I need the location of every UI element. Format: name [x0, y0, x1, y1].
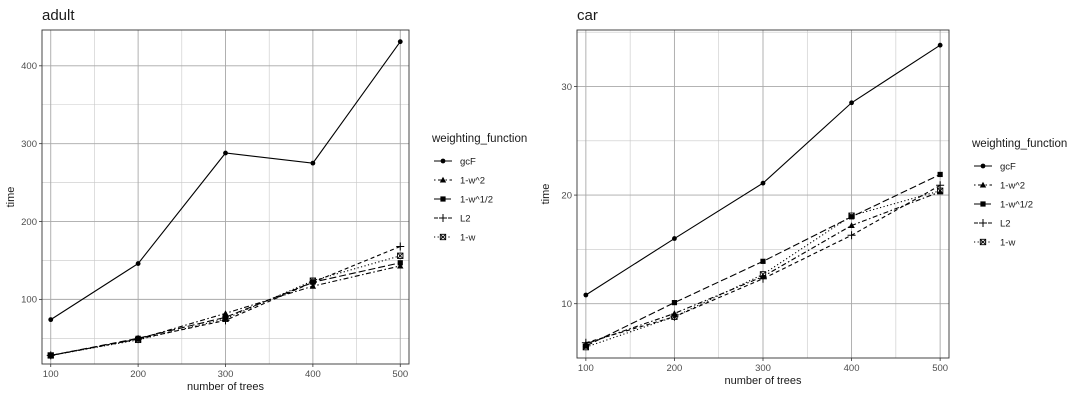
series-line: [50, 262, 401, 356]
legend-item: L2: [434, 214, 471, 225]
legend-label: 1-w: [460, 233, 475, 244]
legend-label: gcF: [460, 157, 476, 168]
legend-label: gcF: [1000, 162, 1016, 173]
series-gcF: [583, 42, 943, 298]
data-point: [937, 42, 943, 48]
legend-item: L2: [974, 219, 1011, 230]
data-point: [582, 343, 590, 351]
x-tick-label: 200: [130, 369, 146, 380]
legend-label: 1-w^2: [1000, 181, 1025, 192]
data-point: [310, 160, 316, 166]
x-axis-label: number of trees: [187, 381, 265, 393]
legend-item: 1-w^1/2: [974, 200, 1033, 211]
legend-key-marker: [980, 201, 986, 207]
data-point: [937, 171, 943, 178]
data-point: [759, 274, 767, 283]
legend-key-marker: [979, 181, 987, 188]
x-tick-label: 300: [755, 363, 771, 374]
data-point: [847, 231, 856, 240]
data-point: [760, 180, 766, 186]
data-point: [47, 352, 54, 359]
data-point: [397, 39, 403, 45]
x-tick-label: 300: [218, 369, 234, 380]
data-point: [583, 292, 589, 298]
data-point: [760, 258, 766, 264]
legend-label: 1-w^2: [460, 176, 485, 187]
data-point: [672, 236, 677, 241]
data-point: [309, 277, 317, 284]
x-tick-label: 400: [844, 363, 860, 374]
data-point: [671, 300, 678, 306]
y-tick-label: 200: [21, 217, 37, 228]
legend: weighting_function gcF 1-w^2 1-w^1/2 L2 1-w: [431, 133, 527, 244]
x-tick-label: 500: [932, 363, 948, 374]
chart-title: adult: [42, 7, 75, 24]
legend-item: 1-w^2: [434, 176, 485, 187]
data-point: [848, 222, 855, 229]
legend-key-marker: [439, 214, 447, 222]
legend-key-marker: [440, 196, 446, 202]
data-point: [759, 271, 767, 278]
x-tick-label: 100: [43, 369, 59, 380]
legend-label: L2: [460, 214, 471, 225]
legend: weighting_function gcF 1-w^2 1-w^1/2 L2 1-w: [971, 138, 1067, 249]
legend-title: weighting_function: [971, 138, 1067, 150]
legend-item: 1-w^1/2: [434, 195, 493, 206]
legend-key-marker: [439, 233, 447, 241]
y-tick-label: 10: [561, 299, 572, 310]
legend-item: gcF: [434, 157, 476, 168]
y-tick-label: 300: [21, 139, 37, 150]
data-point: [849, 100, 854, 106]
legend-key-marker: [440, 158, 446, 164]
data-point: [48, 317, 54, 323]
y-tick-label: 20: [561, 190, 572, 201]
x-tick-label: 100: [578, 363, 594, 374]
legend-label: 1-w^1/2: [1000, 200, 1033, 211]
x-axis-label: number of trees: [724, 375, 802, 387]
legend-title: weighting_function: [431, 133, 527, 145]
x-tick-label: 400: [305, 369, 321, 380]
x-tick-label: 500: [392, 369, 408, 380]
y-tick-label: 400: [21, 61, 37, 72]
x-tick-label: 200: [666, 363, 682, 374]
legend-label: L2: [1000, 219, 1011, 230]
y-tick-label: 30: [561, 82, 572, 93]
legend-item: 1-w: [974, 238, 1015, 249]
legend-key-marker: [979, 238, 987, 246]
data-point: [848, 214, 855, 220]
data-point: [936, 187, 944, 194]
legend-item: 1-w: [434, 233, 475, 244]
data-point: [848, 212, 855, 219]
series-1-w: [47, 252, 404, 359]
panel-0: 100 200 300 400 500 100 200 300 400 adult number o…: [5, 7, 527, 393]
series-gcF: [48, 39, 403, 323]
data-point: [135, 261, 141, 266]
data-point: [222, 310, 229, 316]
data-point: [581, 338, 590, 347]
data-point: [134, 336, 142, 344]
data-point: [936, 188, 944, 195]
data-point: [223, 150, 228, 156]
series-1-w: [582, 187, 944, 351]
legend-key-marker: [439, 176, 447, 183]
legend-item: gcF: [974, 162, 1016, 173]
data-point: [397, 262, 404, 269]
legend-item: 1-w^2: [974, 181, 1025, 192]
y-axis-label: time: [5, 187, 17, 208]
data-point: [222, 315, 229, 322]
data-point: [671, 313, 678, 320]
data-point: [397, 260, 403, 266]
legend-label: 1-w^1/2: [460, 195, 493, 206]
chart-title: car: [577, 7, 598, 24]
data-point: [396, 242, 405, 251]
y-axis-label: time: [540, 184, 552, 205]
legend-key-marker: [979, 219, 987, 227]
panel-1: 100 200 300 400 500 10 20 30 car number of trees t…: [540, 7, 1067, 387]
legend-key-marker: [980, 163, 986, 169]
legend-label: 1-w: [1000, 238, 1015, 249]
y-tick-label: 100: [21, 295, 37, 306]
data-point: [397, 252, 404, 259]
